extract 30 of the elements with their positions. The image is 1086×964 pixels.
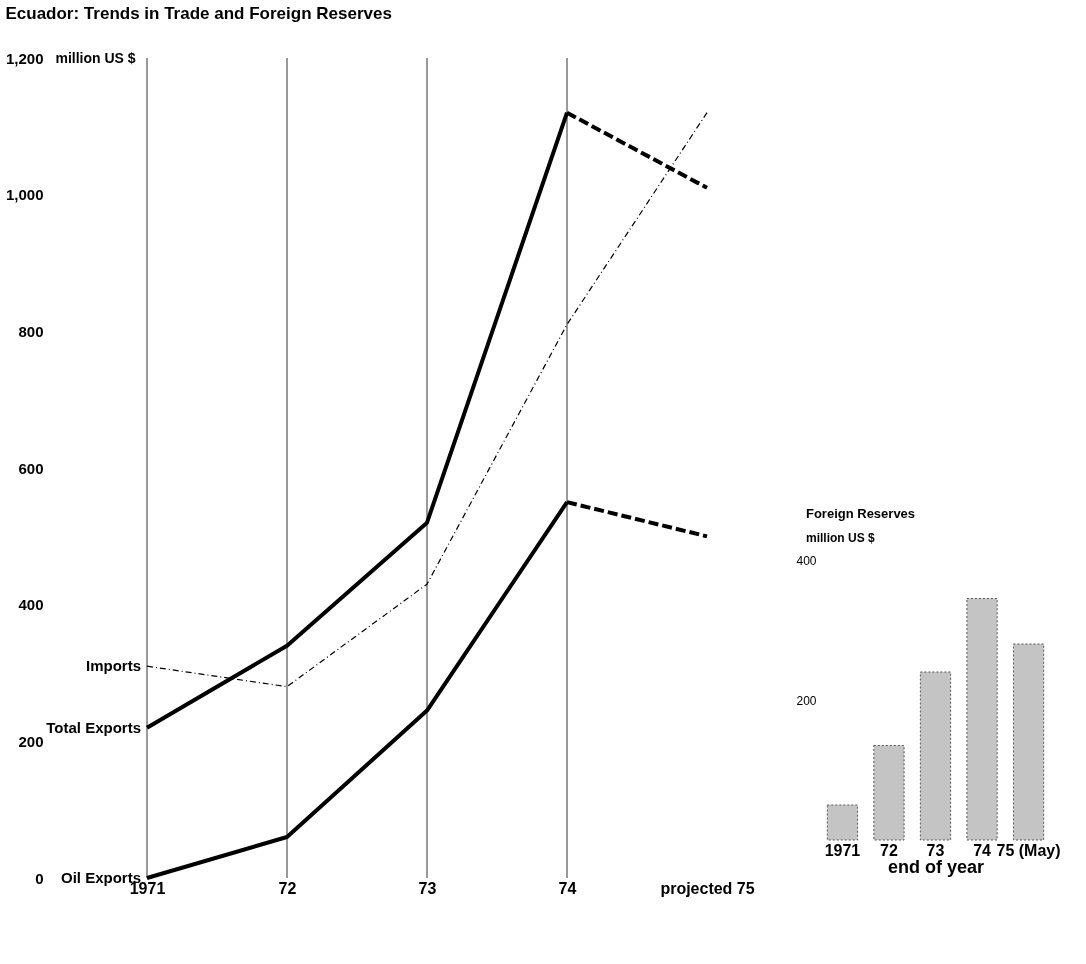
y-tick-label: 400 xyxy=(796,553,817,568)
y-tick-label: 400 xyxy=(18,596,44,614)
bar xyxy=(826,804,859,841)
y-tick-label: 0 xyxy=(35,869,44,887)
x-tick-label: 73 xyxy=(926,841,945,859)
y-tick-label: 200 xyxy=(18,732,44,750)
x-tick-label: 74 xyxy=(558,879,577,897)
y-tick-label: 1,200 xyxy=(5,49,44,67)
x-tick-label: projected 75 xyxy=(660,879,755,897)
y-tick-label: 1,000 xyxy=(5,186,44,204)
series-label: Imports xyxy=(85,657,141,675)
x-tick-label: 72 xyxy=(278,879,297,897)
bar xyxy=(873,745,905,841)
x-tick-label: 73 xyxy=(418,879,437,897)
x-tick-label: 74 xyxy=(973,841,992,859)
y-tick-label: 800 xyxy=(18,322,44,340)
series-label: Total Exports xyxy=(46,718,141,736)
x-axis-title: end of year xyxy=(887,856,985,877)
y-tick-label: 600 xyxy=(18,459,44,477)
x-tick-label: 1971 xyxy=(824,841,861,859)
bar xyxy=(966,598,998,841)
y-tick-label: 200 xyxy=(796,693,817,708)
x-tick-label: 75 (May) xyxy=(996,841,1061,859)
bar xyxy=(919,671,952,841)
y-axis-title: million US $ xyxy=(55,49,136,66)
bar xyxy=(1012,643,1045,841)
x-tick-label: 72 xyxy=(880,841,898,859)
chart-title: Ecuador: Trends in Trade and Foreign Reserves xyxy=(5,4,392,23)
y-axis-title: million US $ xyxy=(805,531,875,545)
chart-title: Foreign Reserves xyxy=(805,506,916,521)
